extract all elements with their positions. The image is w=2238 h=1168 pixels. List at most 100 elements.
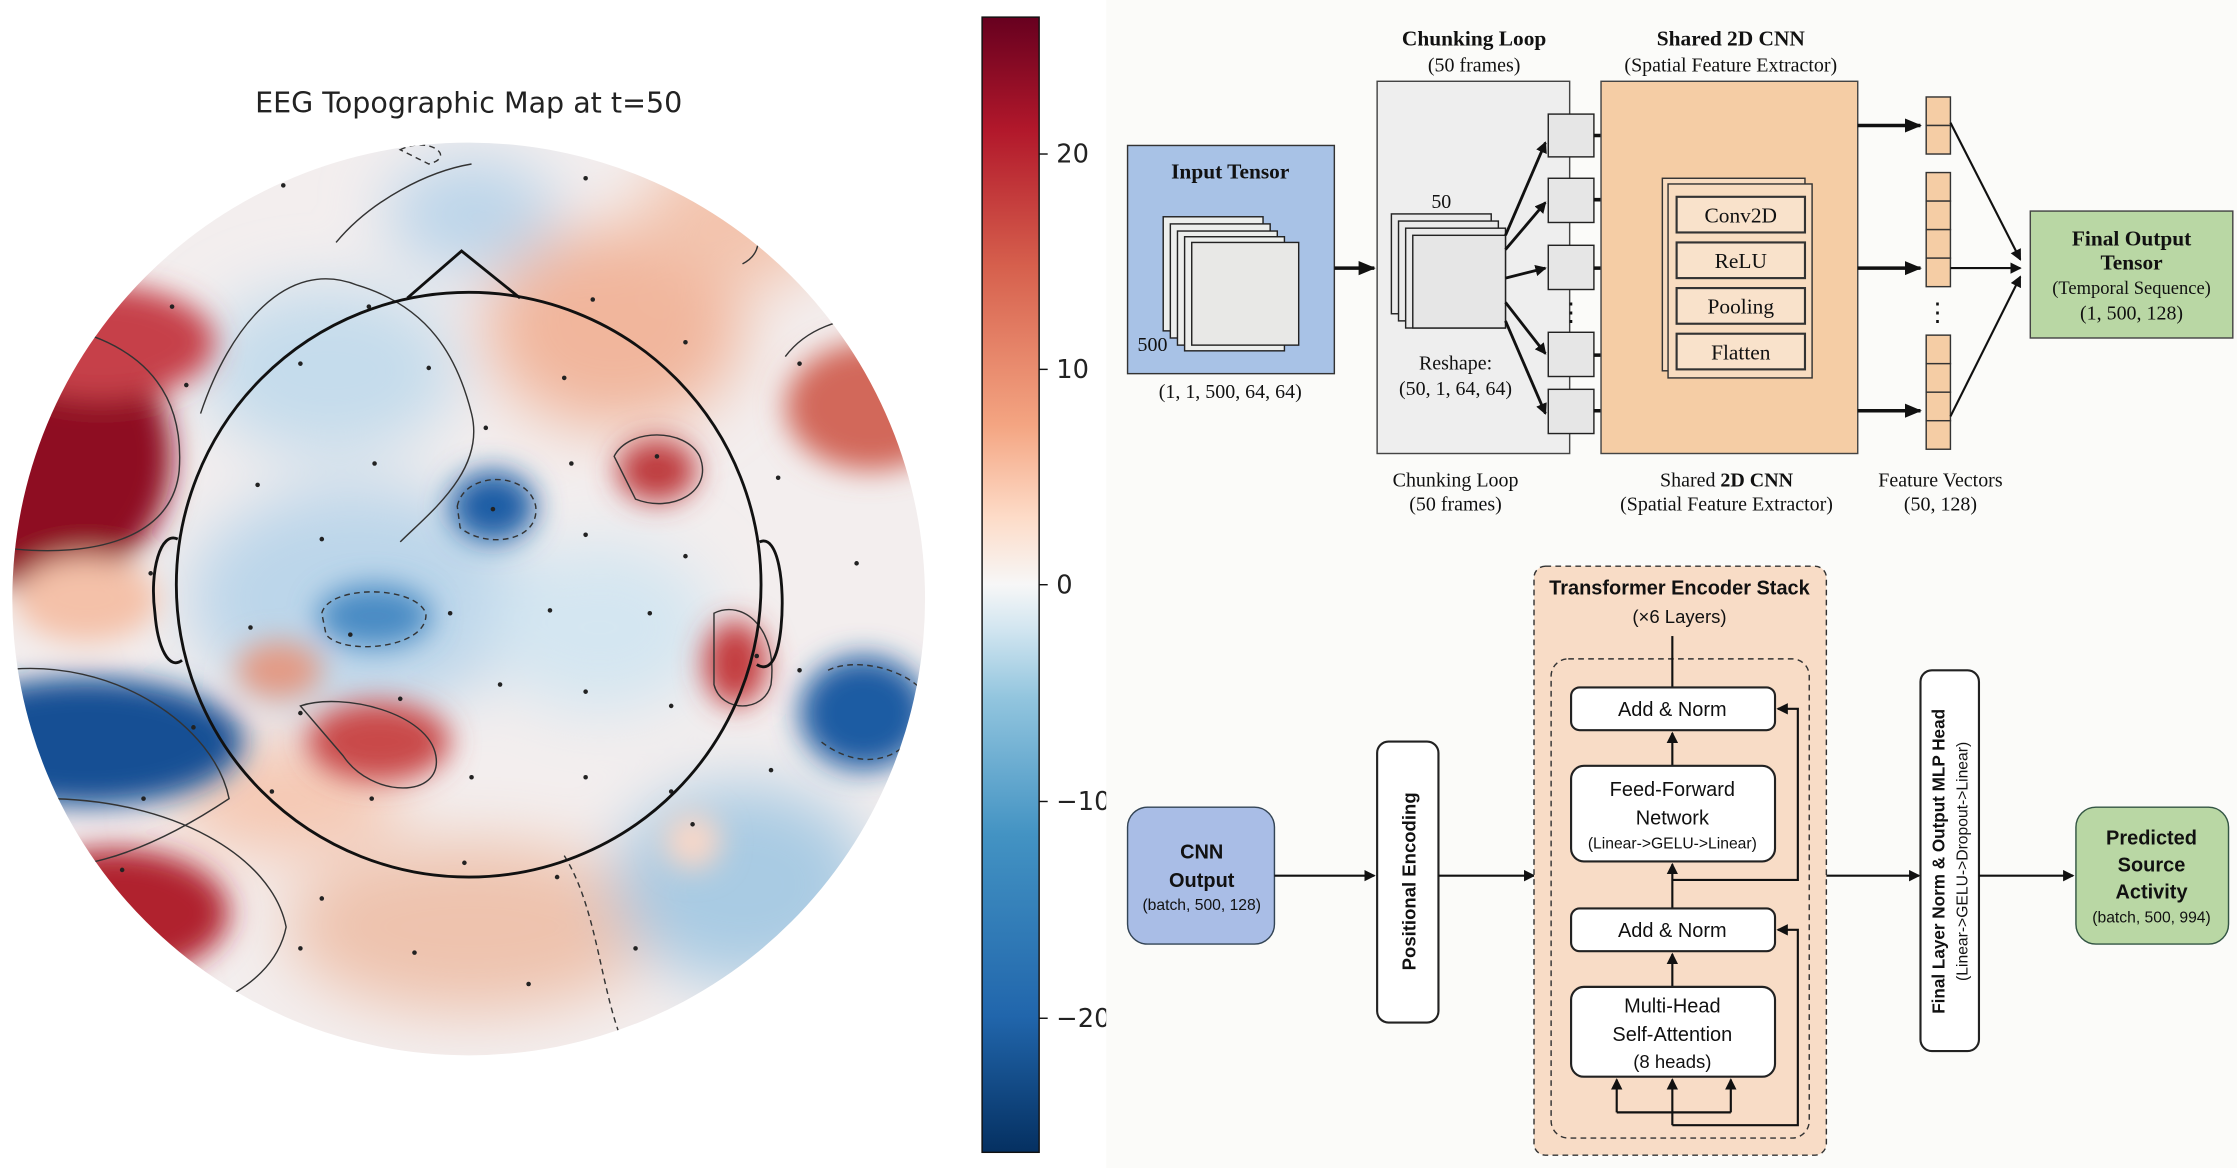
electrode-dot <box>526 981 531 987</box>
colorbar-tick: −20 <box>1056 1004 1110 1034</box>
electrode-dot <box>590 297 596 302</box>
nose-outline <box>406 249 521 300</box>
cnn-layer-conv2d: Conv2D <box>1705 203 1777 227</box>
transformer-encoder-stack: Transformer Encoder Stack (×6 Layers) <box>1533 565 1828 1156</box>
svg-text:Shared 2D CNN: Shared 2D CNN <box>1660 469 1794 491</box>
feature-vectors <box>1925 96 1952 450</box>
electrode-dot <box>369 796 374 801</box>
feature-ellipsis: ⋮ <box>1925 298 1951 327</box>
final-output-tensor-block: Final Output Tensor (Temporal Sequence) … <box>2029 210 2234 339</box>
cnn-layer-pooling: Pooling <box>1708 295 1775 319</box>
predicted-source-activity-block: Predicted Source Activity (batch, 500, 9… <box>2075 806 2230 945</box>
positional-encoding-label: Positional Encoding <box>1399 792 1420 970</box>
ffn-line2: Network <box>1636 807 1709 829</box>
colorbar: 20 10 0 −10 −20 <box>981 16 1110 1154</box>
encoder-stack-subtitle: (×6 Layers) <box>1632 606 1726 627</box>
electrode-dot <box>148 571 153 576</box>
electrode-dot <box>583 689 588 694</box>
reshape-shape: (50, 1, 64, 64) <box>1399 378 1512 400</box>
cnn-subtitle: (Spatial Feature Extractor) <box>1624 54 1837 76</box>
electrode-dot <box>561 375 567 381</box>
output-line2: Tensor <box>2100 251 2163 275</box>
electrode-dot <box>372 461 377 466</box>
chunk-stack-label: 50 <box>1431 191 1451 213</box>
feature-vectors-title: Feature Vectors <box>1878 469 2003 491</box>
frame-chunks <box>1547 113 1595 435</box>
output-line1: Final Output <box>2072 226 2192 250</box>
feature-vectors-shape: (50, 128) <box>1904 494 1977 516</box>
colorbar-tick: 20 <box>1056 140 1089 170</box>
electrode-dot <box>319 536 325 542</box>
input-shape: (1, 1, 500, 64, 64) <box>1159 381 1302 403</box>
output-line3: (Temporal Sequence) <box>2052 278 2211 299</box>
electrode-dot <box>690 822 695 827</box>
electrode-dot <box>683 339 688 345</box>
add-norm-top: Add & Norm <box>1618 699 1727 721</box>
electrode-dot <box>654 454 660 459</box>
electrode-dot <box>412 950 417 955</box>
electrode-dot <box>547 608 553 613</box>
reshape-label: Reshape: <box>1419 352 1492 374</box>
electrode-dot <box>797 667 802 673</box>
electrode-dot <box>184 382 189 388</box>
prediction-shape: (batch, 500, 994) <box>2092 910 2211 927</box>
ffn-line3: (Linear->GELU->Linear) <box>1588 836 1757 853</box>
electrode-dot <box>554 874 560 880</box>
electrode-dot <box>426 365 432 371</box>
input-tensor-block: Input Tensor 500 (1, 1, 500, 64, 64) <box>1126 144 1336 403</box>
cnn-layer-relu: ReLU <box>1715 249 1767 273</box>
ffn-line1: Feed-Forward <box>1610 779 1735 801</box>
electrode-dot <box>319 896 325 901</box>
electrode-dot <box>269 789 275 794</box>
electrode-dot <box>483 425 489 431</box>
electrode-dot <box>255 482 260 488</box>
output-mlp-head-block: Final Layer Norm & Output MLP Head (Line… <box>1919 669 1981 1053</box>
electrode-dot <box>754 653 760 659</box>
head-line1: Final Layer Norm & Output MLP Head <box>1930 709 1949 1014</box>
cnn-output-block: CNN Output (batch, 500, 128) <box>1126 806 1276 945</box>
electrode-dot <box>281 183 286 188</box>
transformer-pipeline: CNN Output (batch, 500, 128) Positional … <box>1126 565 2230 1156</box>
electrode-dot <box>583 175 588 181</box>
eeg-topomap: EEG Topographic Map at t=50 <box>12 87 926 1056</box>
electrode-dot <box>119 867 125 873</box>
electrode-dot <box>861 874 867 880</box>
electrode-dot <box>683 553 688 559</box>
input-depth-label: 500 <box>1138 334 1168 356</box>
electrode-dot <box>141 796 146 801</box>
topomap-field <box>12 123 926 1056</box>
electrode-dot <box>797 361 802 366</box>
electrode-dot <box>298 946 303 951</box>
topomap-title: EEG Topographic Map at t=50 <box>255 87 682 120</box>
electrode-dot <box>348 632 353 637</box>
electrode-dot <box>298 361 303 366</box>
head-outline <box>152 249 784 879</box>
electrode-dot <box>647 610 653 616</box>
cnn-output-shape: (batch, 500, 128) <box>1142 897 1261 914</box>
electrode-dot <box>426 123 431 128</box>
chunking-title: Chunking Loop <box>1402 27 1546 51</box>
cnn-caption-title-b: 2D CNN <box>1720 469 1793 491</box>
mhsa-line2: Self-Attention <box>1612 1024 1732 1046</box>
cnn-pipeline: Input Tensor 500 (1, 1, 500, 64, 64) Chu… <box>1126 27 2234 516</box>
colorbar-tick: −10 <box>1056 787 1110 817</box>
electrode-dot <box>169 304 175 309</box>
cnn-caption-title-a: Shared <box>1660 469 1720 491</box>
electrode-dot <box>775 475 781 481</box>
chunking-caption-title: Chunking Loop <box>1393 469 1519 491</box>
electrode-dot <box>469 774 474 780</box>
mhsa-line1: Multi-Head <box>1624 996 1720 1018</box>
head-line2: (Linear->GELU->Dropout->Linear) <box>1955 742 1972 981</box>
add-norm-bottom: Add & Norm <box>1618 920 1727 942</box>
cnn-caption-subtitle: (Spatial Feature Extractor) <box>1620 494 1833 516</box>
prediction-line2: Source <box>2118 854 2186 876</box>
prediction-line1: Predicted <box>2106 827 2197 849</box>
electrode-dot <box>668 703 674 709</box>
electrode-dot <box>447 610 453 616</box>
left-ear-outline <box>152 536 183 664</box>
electrode-dot <box>191 725 196 730</box>
prediction-line3: Activity <box>2115 881 2187 903</box>
electrode-dot <box>737 225 742 231</box>
electrode-dot <box>490 506 496 512</box>
